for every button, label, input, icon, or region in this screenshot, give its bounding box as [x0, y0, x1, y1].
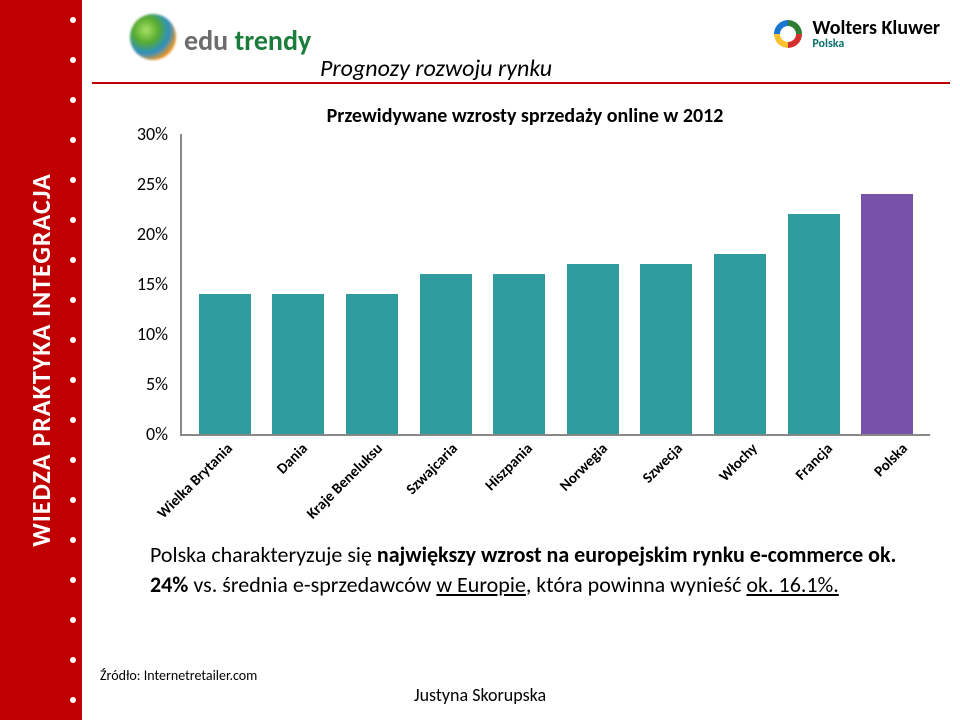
bar-slot	[482, 274, 556, 434]
wk-line1: Wolters Kluwer	[812, 18, 940, 38]
bar-slot	[262, 294, 336, 434]
x-tick-label: Szwajcaria	[402, 440, 461, 499]
banner-dots	[70, 0, 76, 720]
y-axis-labels: 0%5%10%15%20%25%30%	[120, 134, 174, 434]
wk-text: Wolters Kluwer Polska	[812, 18, 940, 50]
bar-slot	[556, 264, 630, 434]
caption: Polska charakteryzuje się największy wzr…	[150, 540, 920, 599]
plot-area	[180, 134, 930, 436]
y-tick-label: 10%	[137, 323, 168, 345]
logo-wolters-kluwer: Wolters Kluwer Polska	[774, 18, 940, 50]
bar	[346, 294, 398, 434]
x-tick-label: Francja	[792, 440, 836, 484]
logo-edu-bold: trendy	[234, 23, 311, 58]
caption-underline2: ok. 16.1%.	[746, 571, 838, 598]
chart: Przewidywane wzrosty sprzedaży online w …	[120, 104, 930, 524]
bar-slot	[188, 294, 262, 434]
bar-slot	[703, 254, 777, 434]
caption-suffix1: , która powinna wynieść	[526, 571, 747, 598]
bar-slot	[335, 294, 409, 434]
logo-edu-text: edu trendy	[184, 23, 311, 52]
wk-icon	[774, 20, 802, 48]
bar-slot	[850, 194, 924, 434]
y-tick-label: 15%	[137, 273, 168, 295]
x-tick-label: Dania	[273, 440, 311, 478]
logo-edu-trendy: edu trendy	[130, 14, 311, 60]
x-tick-label: Hiszpania	[481, 440, 536, 495]
bar	[420, 274, 472, 434]
left-banner: WIEDZA PRAKTYKA INTEGRACJA	[0, 0, 82, 720]
logo-edu-plain: edu	[184, 23, 234, 58]
x-axis-labels: Wielka BrytaniaDaniaKraje BeneluksuSzwaj…	[180, 436, 930, 526]
x-tick-label: Szwecja	[639, 440, 686, 487]
bar-slot	[409, 274, 483, 434]
x-tick-label: Włochy	[715, 440, 761, 486]
y-tick-label: 30%	[137, 123, 168, 145]
bar	[714, 254, 766, 434]
author-text: Justyna Skorupska	[414, 684, 546, 706]
bar	[199, 294, 251, 434]
bar	[788, 214, 840, 434]
y-tick-label: 25%	[137, 173, 168, 195]
globe-icon	[130, 14, 176, 60]
chart-title: Przewidywane wzrosty sprzedaży online w …	[120, 104, 930, 128]
x-tick-label: Wielka Brytania	[154, 440, 237, 523]
bar	[640, 264, 692, 434]
bar	[567, 264, 619, 434]
bar	[861, 194, 913, 434]
slide-title: Prognozy rozwoju rynku	[320, 54, 552, 83]
bar-slot	[777, 214, 851, 434]
bar-slot	[630, 264, 704, 434]
x-tick-label: Kraje Beneluksu	[303, 440, 386, 523]
caption-underline1: w Europie	[436, 571, 525, 598]
y-tick-label: 0%	[146, 423, 168, 445]
bar	[493, 274, 545, 434]
y-tick-label: 5%	[146, 373, 168, 395]
x-tick-label: Norwegia	[556, 440, 611, 495]
bars-container	[182, 134, 930, 434]
banner-text: WIEDZA PRAKTYKA INTEGRACJA	[25, 173, 57, 546]
y-tick-label: 20%	[137, 223, 168, 245]
x-tick-label: Polska	[870, 440, 911, 481]
caption-prefix: Polska charakteryzuje się	[150, 541, 377, 568]
source-text: Źródło: Internetretailer.com	[100, 667, 257, 684]
caption-mid: vs. średnia e-sprzedawców	[193, 571, 436, 598]
bar	[272, 294, 324, 434]
